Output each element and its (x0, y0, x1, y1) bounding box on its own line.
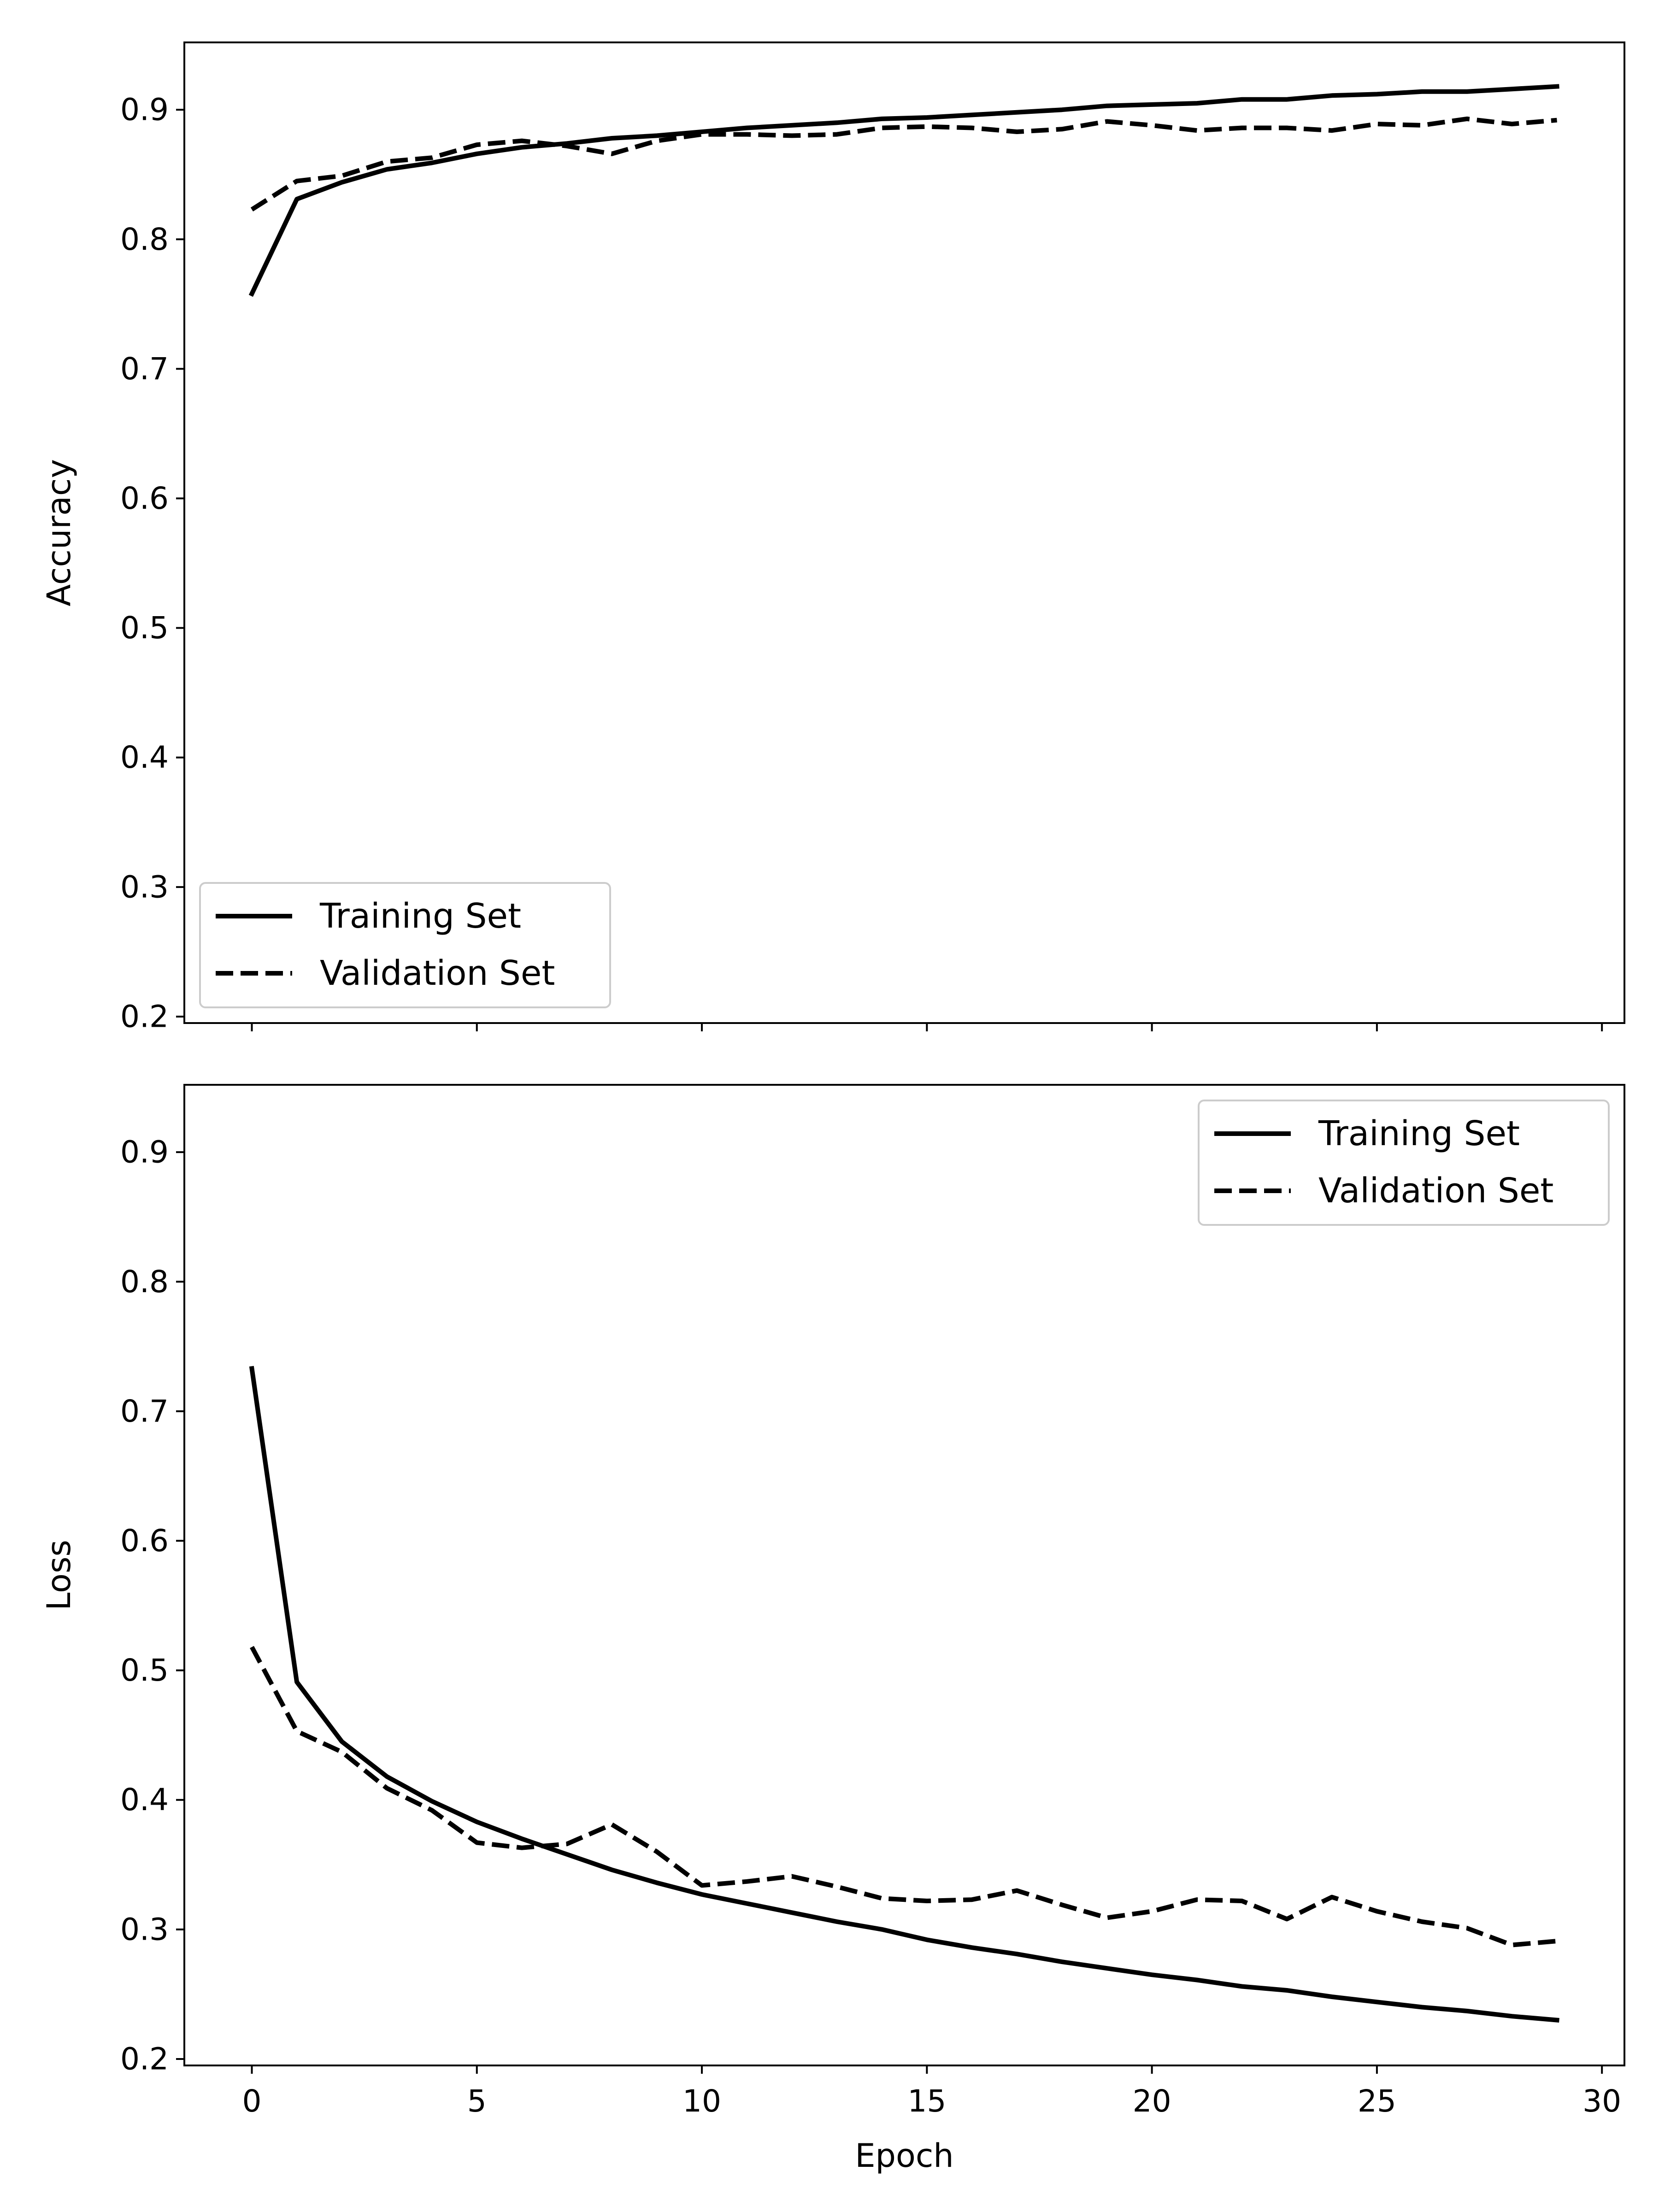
y-tick-label: 0.7 (120, 1394, 169, 1429)
legend: Training Set Validation Set (199, 882, 611, 1008)
accuracy-chart: 0.2 0.3 0.4 0.5 0.6 0.7 0.8 0.9 Accuracy Training… (40, 41, 1625, 1034)
y-tick-label: 0.7 (120, 351, 169, 387)
legend-label-training: Training Set (319, 896, 521, 936)
x-tick-label: 30 (1583, 2083, 1621, 2119)
y-tick-label: 0.9 (120, 1135, 169, 1170)
x-tick-label: 15 (907, 2083, 946, 2119)
loss-chart: 0.2 0.3 0.4 0.5 0.6 0.7 0.8 0.9 0 5 10 15 20 25 30 Loss… (40, 1084, 1625, 2175)
legend-label-training: Training Set (1318, 1114, 1520, 1153)
series-line-training (248, 84, 1559, 297)
y-tick-label: 0.3 (120, 869, 169, 905)
y-tick-label: 0.3 (120, 1912, 169, 1947)
y-tick-label: 0.2 (120, 2041, 169, 2077)
x-tick-label: 5 (467, 2083, 487, 2119)
legend-label-validation: Validation Set (320, 953, 555, 993)
y-tick-label: 0.8 (120, 1264, 169, 1300)
y-tick-label: 0.4 (120, 740, 169, 775)
y-tick-label: 0.9 (120, 92, 169, 128)
plot-frame (183, 41, 1625, 1024)
y-tick-label: 0.2 (120, 999, 169, 1034)
y-axis-label: Accuracy (40, 459, 78, 606)
y-tick-label: 0.6 (120, 1523, 169, 1559)
legend-label-validation: Validation Set (1318, 1171, 1553, 1211)
x-tick-label: 10 (682, 2083, 721, 2119)
legend: Training Set Validation Set (1198, 1100, 1610, 1226)
y-axis-label: Loss (40, 1540, 78, 1611)
series-line-training (249, 1365, 1559, 2023)
y-tick-label: 0.6 (120, 481, 169, 516)
plot-frame (183, 1084, 1625, 2066)
y-tick-label: 0.5 (120, 1653, 169, 1688)
panels: 0.2 0.3 0.4 0.5 0.6 0.7 0.8 0.9 Accuracy Training… (40, 41, 1625, 2175)
x-axis-label: Epoch (855, 2137, 953, 2175)
y-tick-label: 0.8 (120, 222, 169, 257)
series-line-validation (250, 116, 1557, 212)
y-tick-label: 0.4 (120, 1782, 169, 1818)
legend-box (1198, 1100, 1610, 1226)
series-line-validation (250, 1646, 1557, 1947)
legend-box (199, 882, 611, 1008)
y-tick-label: 0.5 (120, 610, 169, 646)
x-tick-label: 0 (242, 2083, 261, 2119)
x-tick-label: 20 (1133, 2083, 1171, 2119)
x-tick-label: 25 (1358, 2083, 1396, 2119)
